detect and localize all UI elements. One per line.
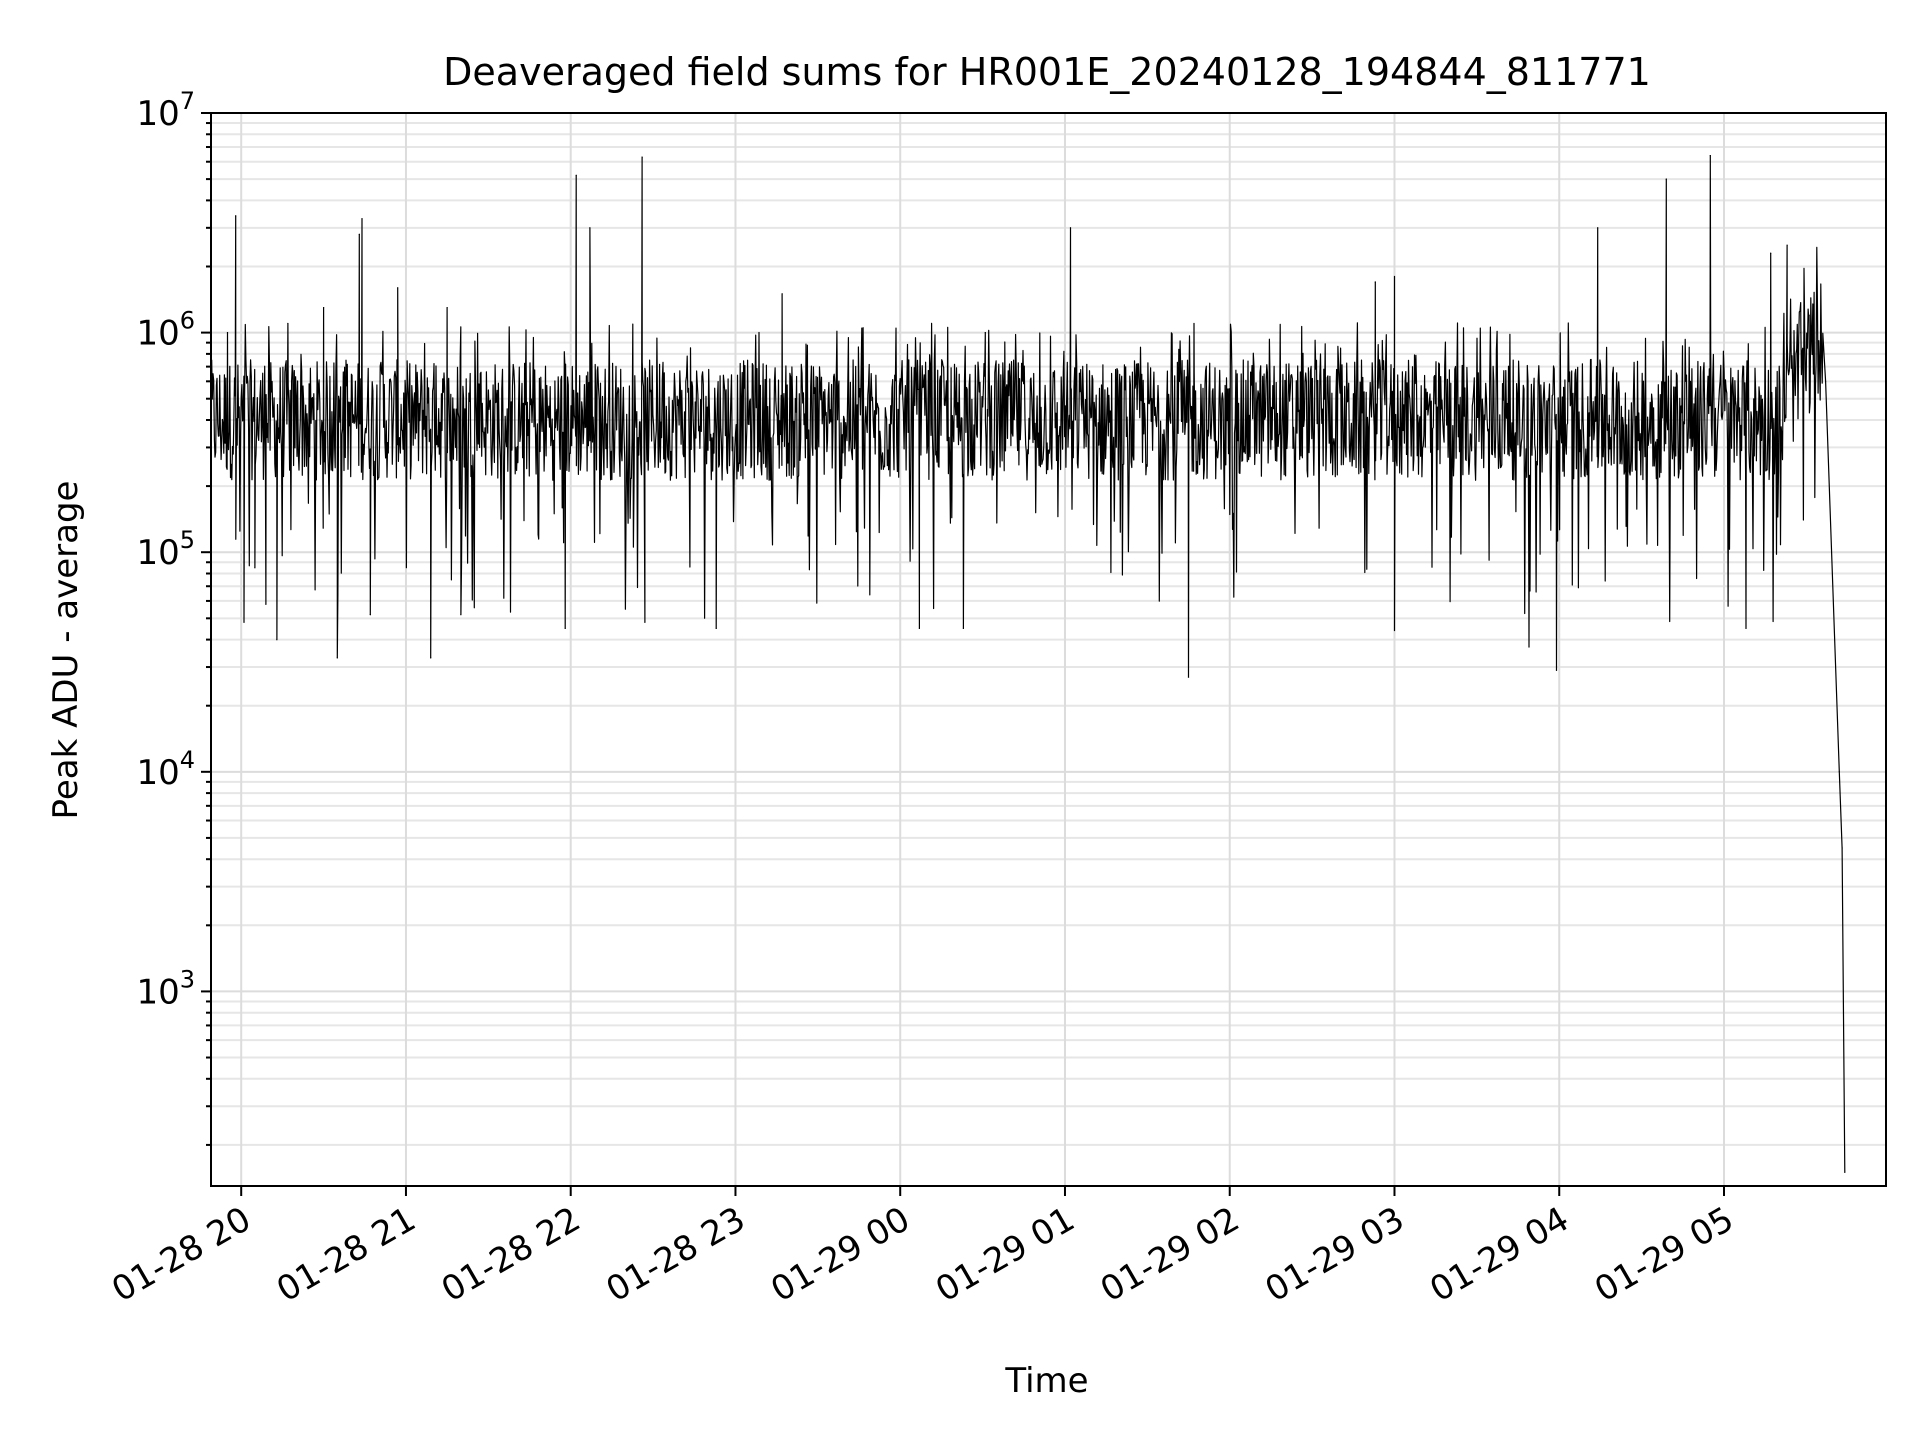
chart-title: Deaveraged field sums for HR001E_2024012… [443,50,1651,94]
data-point [1841,847,1843,849]
series-group [210,155,1846,1173]
data-point [1709,155,1711,157]
y-tick-base: 10 [136,94,179,134]
data-point [918,627,921,630]
data-point [226,332,229,334]
data-point [276,639,278,641]
y-axis-label: Peak ADU - average [46,481,86,820]
data-point [460,614,462,616]
data-point [358,233,360,235]
plot-frame [210,112,1887,1187]
data-point [265,603,267,605]
data-point [446,307,448,309]
data-point [369,614,371,616]
data-point [589,227,591,229]
data-point [1374,281,1376,283]
data-point [1786,244,1788,246]
grid [211,112,1886,1186]
y-tick-label: 105 [136,526,195,573]
data-point [575,174,577,176]
data-point [984,332,986,334]
data-point [1597,227,1599,229]
y-tick-label: 103 [136,965,195,1012]
data-point [1745,627,1747,630]
y-tick-exponent: 5 [180,526,195,554]
data-point [644,621,646,623]
data-point [962,627,965,630]
data-point [243,621,245,623]
data-point [1770,252,1772,254]
data-point [1838,771,1840,773]
data-point [1555,669,1558,671]
y-tick-label: 104 [136,746,195,793]
data-point [1393,629,1396,632]
data-point [287,322,289,325]
data-point [1665,178,1667,180]
y-tick-base: 10 [136,972,179,1012]
data-point [781,293,783,295]
series-line [210,155,1846,1173]
data-point [336,657,338,659]
data-point [361,218,363,220]
data-point [1193,322,1195,325]
y-tick-exponent: 3 [180,965,195,993]
x-axis-label: Time [1004,1361,1088,1401]
data-point [1393,275,1396,278]
data-point [1528,646,1530,648]
data-point [323,307,325,309]
y-tick-exponent: 7 [180,87,195,115]
data-point [1844,1171,1846,1173]
data-point [715,627,717,630]
y-tick-exponent: 6 [180,307,195,335]
data-point [430,657,432,659]
data-point [1187,676,1190,678]
data-point [1069,227,1072,229]
y-tick-base: 10 [136,533,179,573]
data-point [564,627,566,630]
data-point [235,215,237,217]
y-tick-label: 107 [136,87,195,134]
data-point [1825,380,1827,382]
data-point [641,156,643,158]
y-tick-base: 10 [136,314,179,354]
y-tick-label: 106 [136,307,195,354]
data-point [1808,314,1810,316]
data-point [1800,332,1802,334]
y-tick-base: 10 [136,753,179,793]
data-point [254,567,256,569]
y-tick-exponent: 4 [180,746,195,774]
data-point [397,287,399,289]
